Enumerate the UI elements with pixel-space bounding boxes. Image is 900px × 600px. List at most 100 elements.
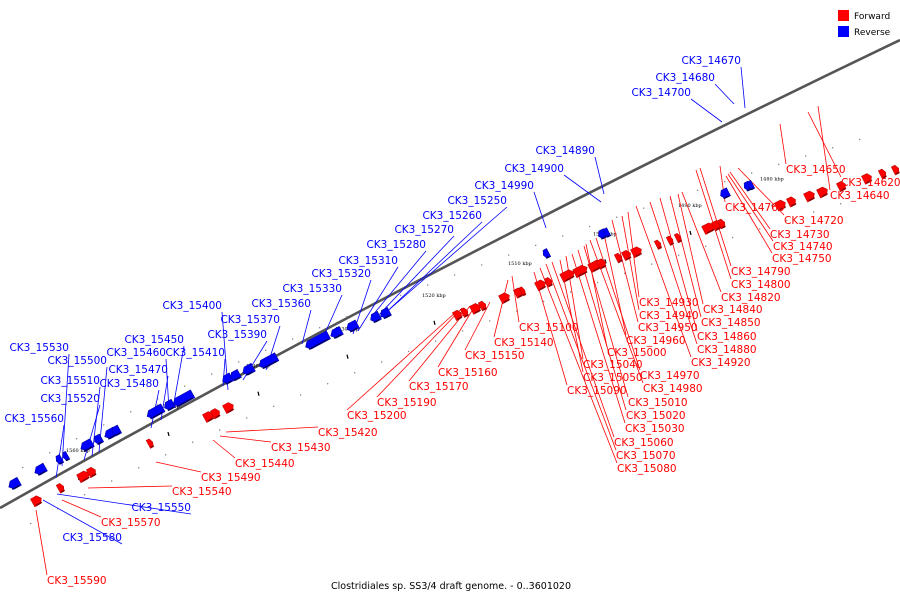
forward-gene [477,300,487,312]
forward-gene-label[interactable]: CK3_14970 [640,370,700,382]
reverse-gene-label[interactable]: CK3_15390 [207,329,267,341]
forward-gene-label[interactable]: CK3_15570 [101,517,161,529]
tick-dot [481,264,483,266]
reverse-gene-label[interactable]: CK3_15520 [40,393,100,405]
forward-gene-label[interactable]: CK3_15030 [625,423,685,435]
tick-dot [543,300,545,303]
forward-gene-label[interactable]: CK3_14860 [697,331,757,343]
reverse-gene-label[interactable]: CK3_15560 [4,413,64,425]
reverse-gene-label[interactable]: CK3_15320 [311,268,371,280]
forward-gene-label[interactable]: CK3_15020 [626,410,686,422]
forward-gene-label[interactable]: CK3_14930 [639,297,699,309]
forward-gene-label[interactable]: CK3_14880 [697,344,757,356]
forward-leader-line [779,123,787,165]
forward-gene-label[interactable]: CK3_15590 [47,575,107,587]
forward-gene-label[interactable]: CK3_15420 [318,427,378,439]
forward-gene-label[interactable]: CK3_15170 [409,381,469,393]
scale-mark-label: 1520 kbp [422,293,446,299]
reverse-leader-line [740,66,746,109]
forward-gene-label[interactable]: CK3_14640 [830,190,890,202]
forward-gene-label[interactable]: CK3_15190 [377,397,437,409]
forward-gene-label[interactable]: CK3_14940 [639,310,699,322]
tick-dot [57,508,59,510]
forward-gene-label[interactable]: CK3_14800 [731,279,791,291]
reverse-gene-label[interactable]: CK3_15310 [338,255,398,267]
reverse-gene-label[interactable]: CK3_15260 [422,210,482,222]
reverse-gene-label[interactable]: CK3_14990 [474,180,534,192]
legend-forward-swatch [838,10,849,21]
reverse-gene-label[interactable]: CK3_14680 [655,72,715,84]
forward-gene-label[interactable]: CK3_15200 [347,410,407,422]
forward-gene-label[interactable]: CK3_15060 [614,437,674,449]
reverse-gene-label[interactable]: CK3_15250 [447,195,507,207]
tick-dot [76,438,78,440]
forward-gene-label[interactable]: CK3_14760 [725,202,785,214]
forward-gene-label[interactable]: CK3_14720 [784,215,844,227]
forward-gene-label[interactable]: CK3_15010 [628,397,688,409]
forward-gene [877,168,887,180]
reverse-gene-label[interactable]: CK3_15460 [106,347,166,359]
reverse-gene-label[interactable]: CK3_14700 [631,87,691,99]
reverse-gene-label[interactable]: CK3_15480 [99,378,159,390]
tick-dot [832,147,834,149]
forward-gene-label[interactable]: CK3_14650 [786,164,846,176]
forward-gene-label[interactable]: CK3_15440 [235,458,295,470]
reverse-gene-label[interactable]: CK3_15270 [394,224,454,236]
forward-gene-label[interactable]: CK3_14620 [841,177,900,189]
reverse-gene-label[interactable]: CK3_15330 [282,283,342,295]
tick-dot [651,263,653,265]
forward-gene [559,269,575,283]
reverse-gene-label[interactable]: CK3_15450 [124,334,184,346]
forward-leader-line [681,191,722,293]
reverse-gene [720,187,731,200]
forward-gene-label[interactable]: CK3_15070 [616,450,676,462]
forward-gene-label[interactable]: CK3_14920 [691,357,751,369]
reverse-gene-label[interactable]: CK3_15580 [62,532,122,544]
forward-gene-label[interactable]: CK3_14740 [773,241,833,253]
forward-gene-label[interactable]: CK3_14980 [643,383,703,395]
forward-gene-label[interactable]: CK3_15100 [519,322,579,334]
forward-leader-line [212,439,236,459]
forward-gene-label[interactable]: CK3_15430 [271,442,331,454]
tick-dot [697,189,699,191]
forward-gene-label[interactable]: CK3_15000 [607,347,667,359]
forward-gene-label[interactable]: CK3_14840 [703,304,763,316]
forward-gene-label[interactable]: CK3_15080 [617,463,677,475]
reverse-gene-label[interactable]: CK3_14670 [681,55,741,67]
forward-leader-line [807,111,842,178]
tick-dot [381,361,383,363]
reverse-gene-label[interactable]: CK3_15550 [131,502,191,514]
reverse-gene-label[interactable]: CK3_15370 [220,314,280,326]
reverse-gene-label[interactable]: CK3_15400 [162,300,222,312]
forward-leader-line [219,435,272,443]
forward-gene-label[interactable]: CK3_14730 [770,229,830,241]
forward-gene-label[interactable]: CK3_14850 [701,317,761,329]
forward-gene-label[interactable]: CK3_15140 [494,337,554,349]
reverse-gene-label[interactable]: CK3_15470 [108,364,168,376]
forward-gene-label[interactable]: CK3_14950 [638,322,698,334]
forward-gene-label[interactable]: CK3_15150 [465,350,525,362]
reverse-gene-label[interactable]: CK3_14890 [535,145,595,157]
reverse-gene-label[interactable]: CK3_15500 [47,355,107,367]
forward-gene-label[interactable]: CK3_15040 [583,359,643,371]
tick-dots [22,138,869,525]
forward-gene-label[interactable]: CK3_15160 [438,367,498,379]
scale-tick [257,391,260,396]
forward-gene-label[interactable]: CK3_14790 [731,266,791,278]
reverse-gene-label[interactable]: CK3_14900 [504,163,564,175]
reverse-gene-label[interactable]: CK3_15530 [9,342,69,354]
scale-mark-label: 1560 kbp [66,448,90,454]
gene-labels: CK3_14670 CK3_14680 CK3_14700 CK3_14890 CK3_… [4,55,900,587]
reverse-gene [112,424,123,437]
forward-gene-label[interactable]: CK3_15540 [172,486,232,498]
forward-gene-label[interactable]: CK3_15490 [201,472,261,484]
forward-gene-label[interactable]: CK3_14820 [721,292,781,304]
forward-gene-label[interactable]: CK3_14960 [626,335,686,347]
reverse-gene-label[interactable]: CK3_15280 [366,239,426,251]
reverse-gene-label[interactable]: CK3_15510 [40,375,100,387]
forward-gene-label[interactable]: CK3_15050 [583,372,643,384]
forward-gene-label[interactable]: CK3_15090 [567,385,627,397]
reverse-gene-label[interactable]: CK3_15360 [251,298,311,310]
reverse-gene-label[interactable]: CK3_15410 [165,347,225,359]
forward-gene-label[interactable]: CK3_14750 [772,253,832,265]
